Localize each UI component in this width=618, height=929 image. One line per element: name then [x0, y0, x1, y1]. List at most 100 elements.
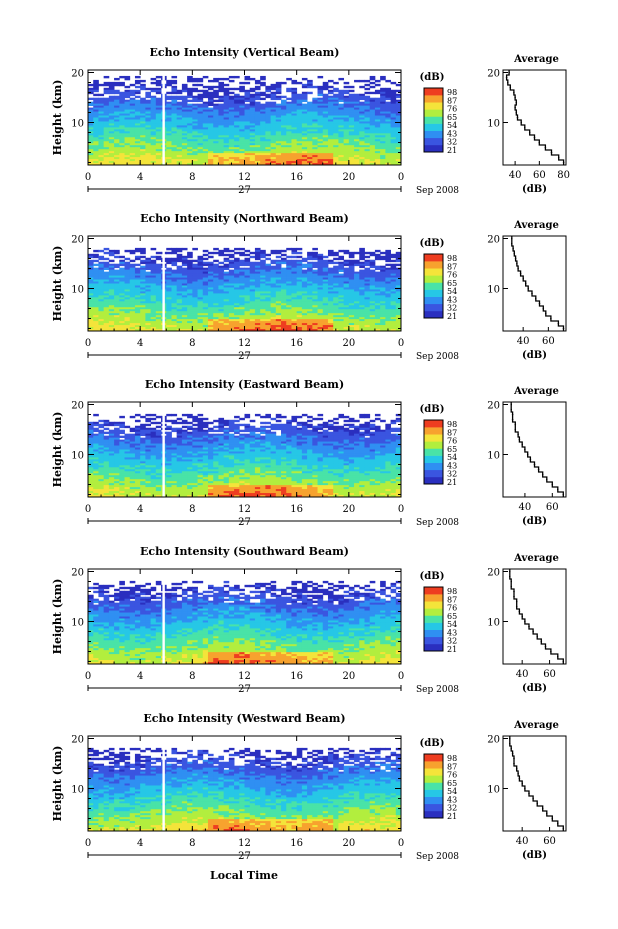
field-cell [223, 253, 230, 257]
field-cell [244, 301, 251, 304]
field-cell [301, 159, 308, 162]
field-cell [380, 155, 386, 158]
field-cell [223, 105, 230, 109]
field-cell [385, 275, 391, 278]
field-cell [228, 273, 235, 276]
field-cell [108, 115, 115, 118]
field-cell [213, 113, 219, 116]
field-cell [234, 317, 240, 320]
field-cell [88, 119, 94, 122]
field-cell [244, 111, 251, 114]
field-cell [338, 313, 345, 316]
field-cell [291, 291, 298, 294]
field-cell [213, 325, 219, 328]
field-cell [291, 297, 298, 300]
field-cell [187, 119, 193, 122]
field-cell [364, 319, 371, 322]
field-cell [286, 273, 292, 276]
field-cell [145, 417, 151, 421]
field-cell [145, 121, 151, 124]
field-cell [265, 305, 271, 308]
field-cell [171, 327, 178, 330]
field-cell [395, 325, 401, 328]
field-cell [327, 251, 334, 255]
field-cell [286, 421, 292, 425]
field-cell [134, 263, 141, 267]
field-cell [181, 297, 188, 300]
field-cell [317, 103, 324, 107]
field-cell [228, 131, 235, 134]
field-cell [260, 275, 266, 278]
field-cell [187, 311, 193, 314]
field-cell [312, 103, 318, 107]
field-cell [108, 163, 115, 165]
field-cell [155, 97, 162, 101]
field-cell [270, 273, 277, 276]
field-cell [249, 117, 256, 120]
field-cell [395, 281, 401, 284]
field-cell [260, 261, 266, 265]
field-cell [108, 251, 115, 255]
field-cell [166, 251, 172, 255]
field-cell [333, 155, 339, 158]
field-cell [103, 91, 110, 95]
field-cell [239, 301, 245, 304]
field-cell [307, 267, 313, 271]
field-cell [114, 277, 120, 280]
field-cell [333, 139, 339, 142]
field-cell [129, 249, 136, 253]
field-cell [286, 129, 292, 132]
field-cell [171, 107, 178, 110]
field-cell [176, 283, 183, 286]
field-cell [286, 133, 292, 136]
field-cell [207, 149, 214, 152]
field-cell [244, 315, 251, 318]
field-cell [124, 273, 131, 276]
field-cell [93, 79, 99, 83]
field-cell [317, 323, 324, 326]
field-cell [364, 123, 371, 126]
field-cell [317, 317, 324, 320]
field-cell [281, 149, 287, 152]
field-cell [129, 137, 136, 140]
field-cell [223, 129, 230, 132]
field-cell [275, 423, 282, 427]
field-cell [374, 255, 381, 259]
field-cell [218, 293, 225, 296]
field-cell [380, 87, 386, 91]
field-cell [244, 131, 251, 134]
field-cell [312, 271, 318, 275]
field-cell [265, 163, 271, 165]
field-cell [254, 109, 261, 112]
field-cell [108, 323, 115, 326]
field-cell [140, 155, 146, 158]
field-cell [239, 287, 245, 290]
field-cell [296, 139, 303, 142]
field-cell [291, 161, 298, 164]
field-cell [364, 315, 371, 318]
field-cell [187, 87, 193, 91]
field-cell [312, 299, 318, 302]
field-cell [348, 133, 355, 136]
field-cell [119, 263, 125, 267]
field-cell [197, 121, 204, 124]
profile-point [535, 297, 537, 300]
field-cell [192, 315, 198, 318]
field-cell [359, 253, 365, 257]
field-cell [301, 161, 308, 164]
field-cell [239, 305, 245, 308]
field-cell [380, 269, 386, 273]
field-cell [327, 291, 334, 294]
field-cell [281, 119, 287, 122]
field-cell [239, 295, 245, 298]
field-cell [291, 417, 298, 421]
field-cell [301, 125, 308, 128]
field-cell [244, 311, 251, 314]
field-cell [281, 153, 287, 156]
field-cell [181, 247, 188, 251]
field-cell [380, 135, 386, 138]
field-cell [301, 273, 308, 276]
field-cell [93, 317, 99, 320]
field-cell [202, 101, 209, 105]
field-cell [108, 153, 115, 156]
